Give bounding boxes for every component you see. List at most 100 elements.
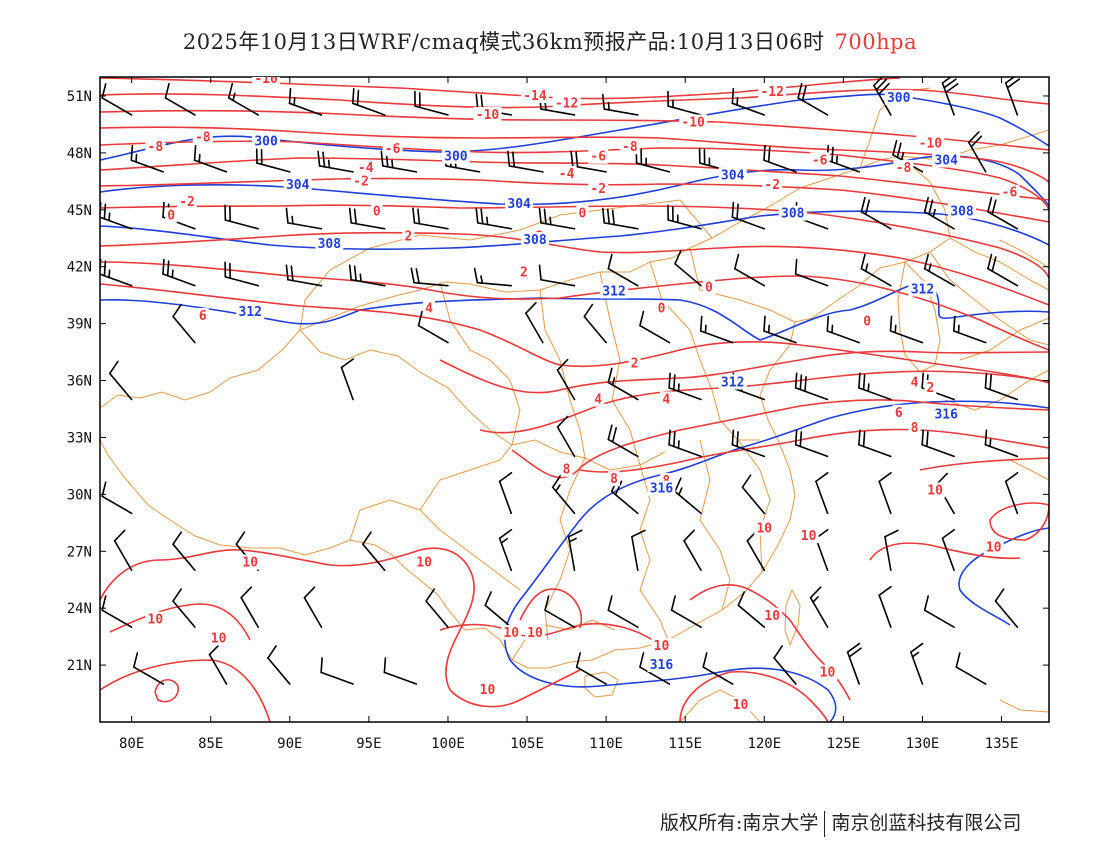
wind-barb [941,77,959,116]
temperature-contour-label: 8 [911,421,919,436]
temperature-contour-label: 0 [578,207,586,222]
isoheight-316-east [958,527,1049,626]
temperature-contour-label-bg [477,681,498,697]
wind-barb [285,264,323,287]
wind-barb [737,591,766,628]
temperature-contour-label: -10 [681,116,705,131]
wind-barb [425,588,449,628]
wind-barb [794,372,829,401]
temperature-contour-label: -6 [590,150,606,165]
isotherm-6 [100,283,1049,384]
lon-tick-label: 135E [985,736,1019,752]
lat-tick-label: 48N [67,146,92,162]
temperature-contour-label: 10 [416,556,432,571]
wind-barb [567,529,583,572]
temperature-contour-label-bg [473,106,502,122]
isotherm-10-ne [919,457,1049,471]
temperature-contour-label: -8 [896,161,912,176]
isotherm-10-e [689,584,851,701]
wind-barb [362,531,386,572]
wind-barb [826,315,861,344]
isotherm-10-ring [989,502,1049,541]
temperature-contour-label-bg [240,554,261,570]
temperature-contour-label-bg [908,419,921,435]
wind-barb [699,315,734,344]
temperature-contour-label-bg [619,139,640,155]
temperature-contour-label: -8 [195,131,211,146]
wind-barb [108,360,133,401]
temperature-contour-label-bg [501,624,522,640]
wind-barb [208,643,228,685]
temperature-contour-label-bg [192,129,213,145]
wind-barb [987,253,1019,287]
temperature-contour-label-bg [809,152,830,168]
wind-barb [164,83,196,116]
isotherm-0 [100,204,1049,279]
temperature-contour-label: 10 [480,683,496,698]
wind-barb [320,657,354,685]
wind-barb [923,196,955,230]
wind-barb [172,303,196,344]
wind-barb [773,645,797,685]
sea-coast [679,459,1049,722]
geopotential-contour-label: 304 [934,153,958,168]
temperature-contour-label-bg [145,139,166,155]
temperature-contour-label: 0 [863,315,871,330]
wind-barb [473,267,513,287]
temperature-contour-label-bg [208,630,229,646]
geopotential-contour-label-bg [778,205,807,221]
geopotential-contour-label: 304 [721,169,745,184]
temperature-contour-label: 8 [563,463,571,478]
wind-barb [383,657,418,685]
wind-barb [794,258,829,287]
temperature-contour-label-bg [355,160,376,176]
copyright-text: 版权所有:南京大学 [660,812,819,834]
temperature-contour-label-bg [817,664,838,680]
wind-barb [668,429,702,458]
pressure-level-label: 700hpa [834,30,918,54]
wind-barb [601,207,639,230]
temperature-contour-label-bg [350,173,371,189]
plot-frame [99,76,1050,723]
lon-tick-label: 115E [668,736,702,752]
mongolia-border [299,199,713,331]
wind-barb [987,196,1019,230]
wind-barb [133,652,165,685]
wind-barb [731,87,766,116]
wind-barb [860,196,892,230]
isotherm-4 [100,261,1049,351]
lat-tick-label: 21N [67,658,92,674]
temperature-contour-label-bg [608,471,621,487]
temperature-contour-label-bg [556,165,577,181]
wind-barb [475,207,513,230]
wind-barb [340,358,355,401]
temperature-contour-label: 10 [503,626,519,641]
korea-outline [897,260,941,373]
taiwan-outline [784,588,801,647]
temperature-contour-label-bg [576,205,589,221]
lat-tick-label: 39N [67,317,92,333]
lon-tick-label: 130E [906,736,940,752]
wind-barb [348,264,386,287]
wind-barb [815,472,829,515]
temperature-contour-label-bg [908,374,921,390]
wind-barb [285,207,323,230]
wind-barb [317,150,354,173]
temperature-contour-label: 10 [654,639,670,654]
geopotential-contour-label-bg [315,235,344,251]
wind-barb [670,595,702,628]
temperature-contour-label: -6 [385,142,401,157]
wind-barb [674,477,702,515]
wind-barb [1004,472,1019,515]
geopotential-contour-label-bg [520,232,549,248]
wind-barb [130,144,165,173]
temperature-contour-label-bg [924,380,937,396]
wind-barb [607,253,639,287]
lon-tick-label: 110E [589,736,623,752]
temperature-contour-label: 10 [211,632,227,647]
temperature-contour-label-bg [414,554,435,570]
wind-barb [734,253,766,287]
wind-barb [240,586,259,628]
wind-barb [952,315,987,344]
